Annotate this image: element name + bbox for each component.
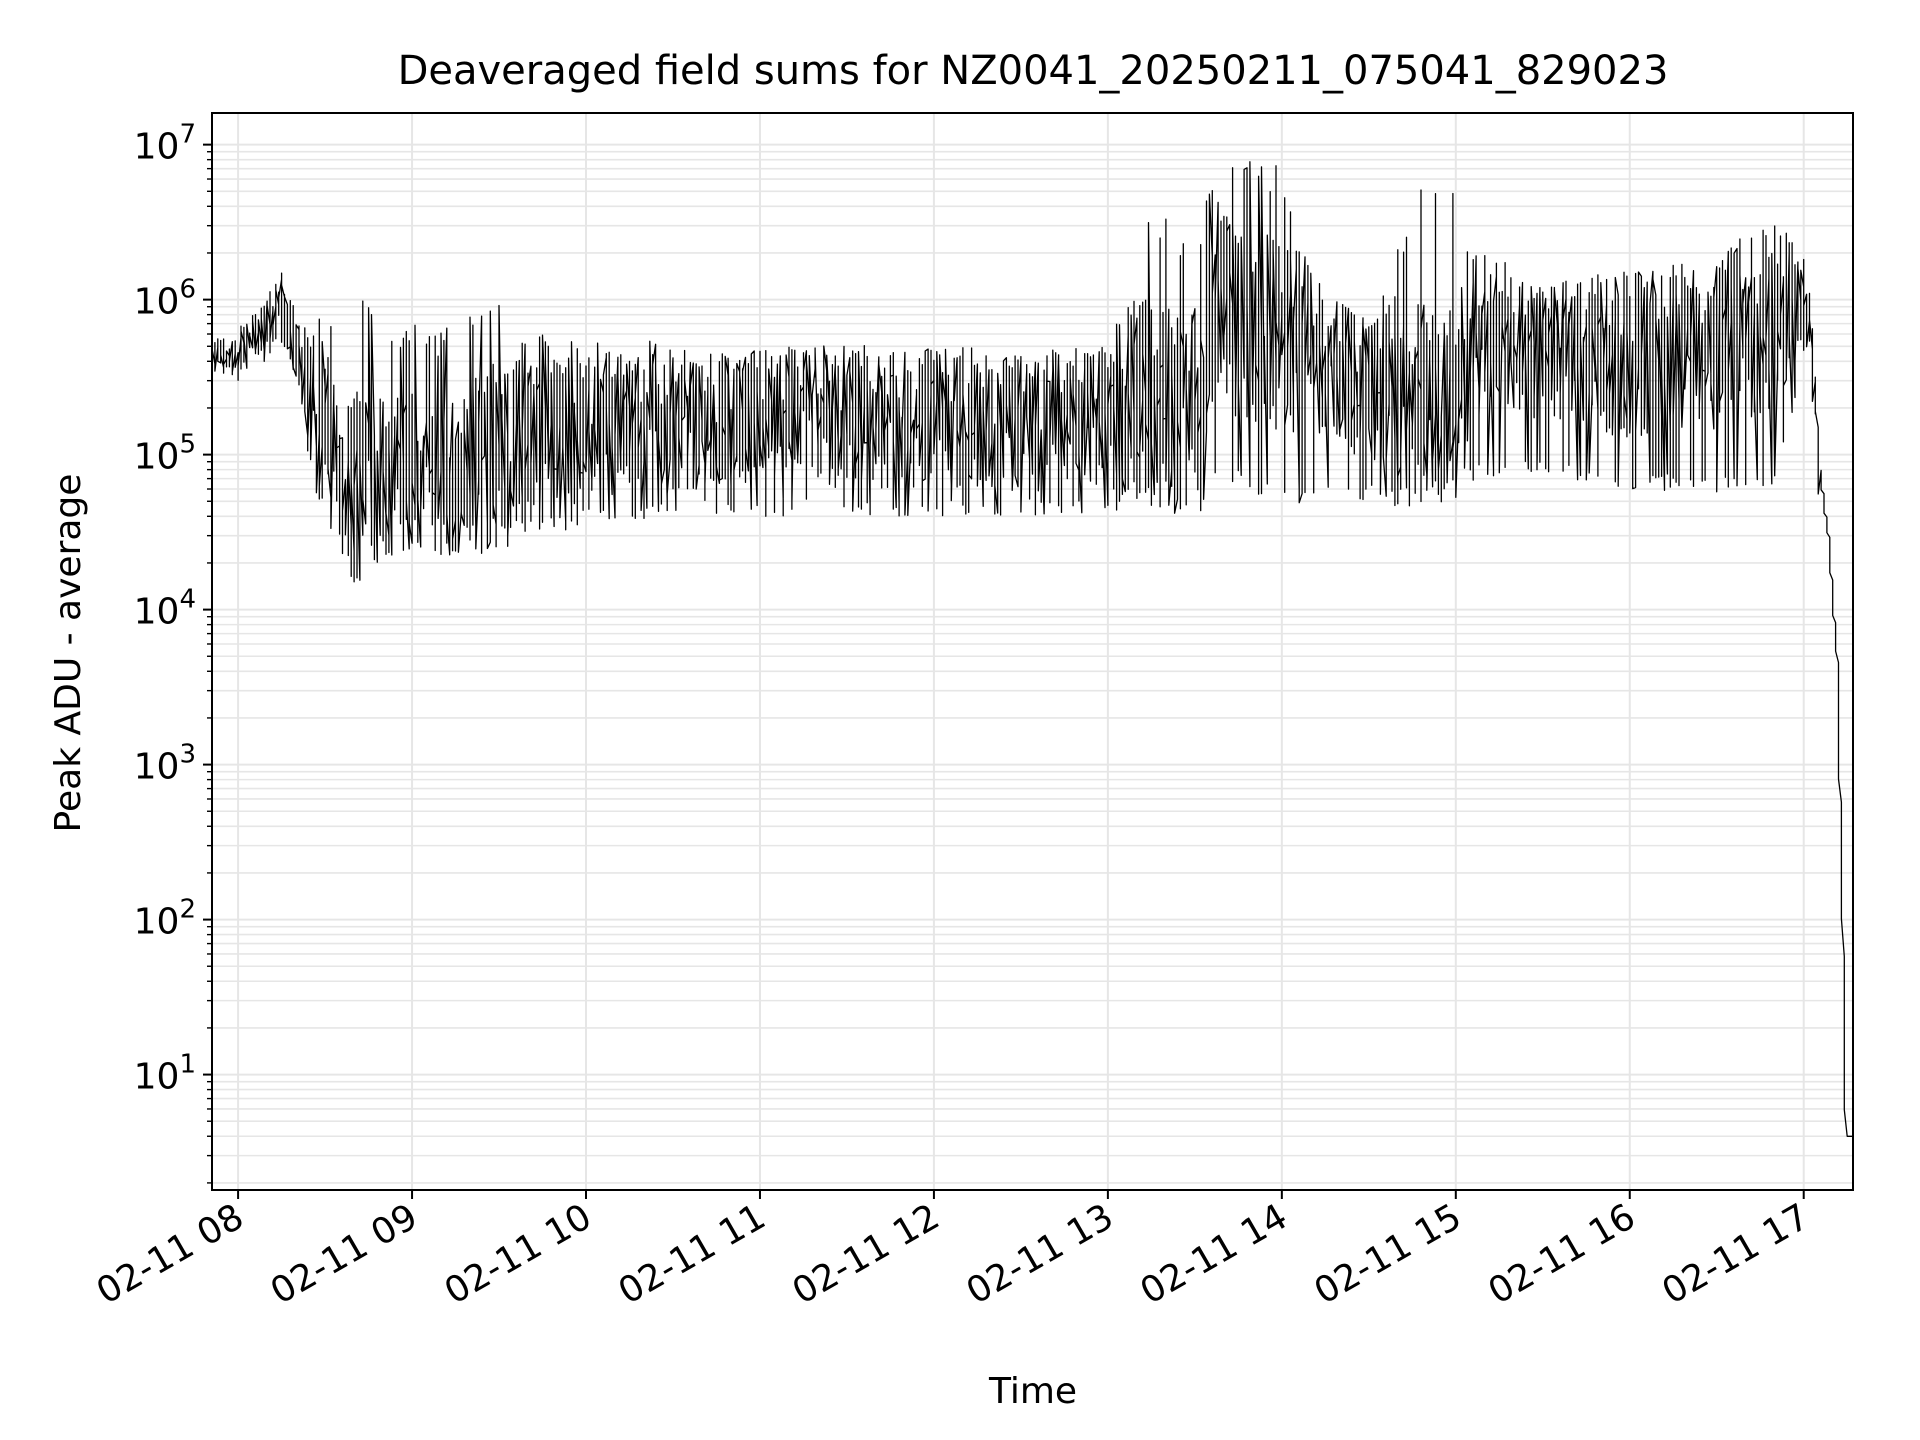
x-tick-label: 02-11 09 [264, 1196, 425, 1312]
x-axis: 02-11 08 02-11 09 02-11 10 02-11 11 02-11 12… [90, 1190, 1816, 1313]
y-tick-label: 103 [134, 740, 196, 788]
y-tick-label: 107 [134, 120, 196, 168]
y-tick-label: 104 [134, 585, 196, 633]
grid [212, 113, 1853, 1190]
chart-title: Deaveraged field sums for NZ0041_2025021… [398, 48, 1669, 94]
x-tick-label: 02-11 13 [960, 1196, 1121, 1312]
series-line [211, 161, 1853, 1137]
y-tick-label: 101 [134, 1050, 196, 1098]
y-axis: 101 102 103 104 105 106 107 [134, 120, 212, 1184]
x-tick-label: 02-11 08 [90, 1196, 251, 1312]
y-axis-label: Peak ADU - average [48, 474, 89, 833]
x-tick-label: 02-11 14 [1134, 1196, 1295, 1312]
x-tick-label: 02-11 11 [612, 1196, 773, 1312]
x-tick-label: 02-11 10 [438, 1196, 599, 1312]
x-tick-label: 02-11 16 [1482, 1196, 1643, 1312]
x-tick-label: 02-11 15 [1308, 1196, 1469, 1312]
series-trace [211, 161, 1853, 1137]
y-tick-label: 106 [134, 275, 196, 323]
x-axis-label: Time [988, 1371, 1077, 1412]
x-tick-label: 02-11 17 [1656, 1196, 1817, 1312]
y-tick-label: 102 [134, 895, 196, 943]
x-tick-label: 02-11 12 [786, 1196, 947, 1312]
plot-frame [211, 112, 1854, 1191]
y-tick-label: 105 [134, 430, 196, 478]
